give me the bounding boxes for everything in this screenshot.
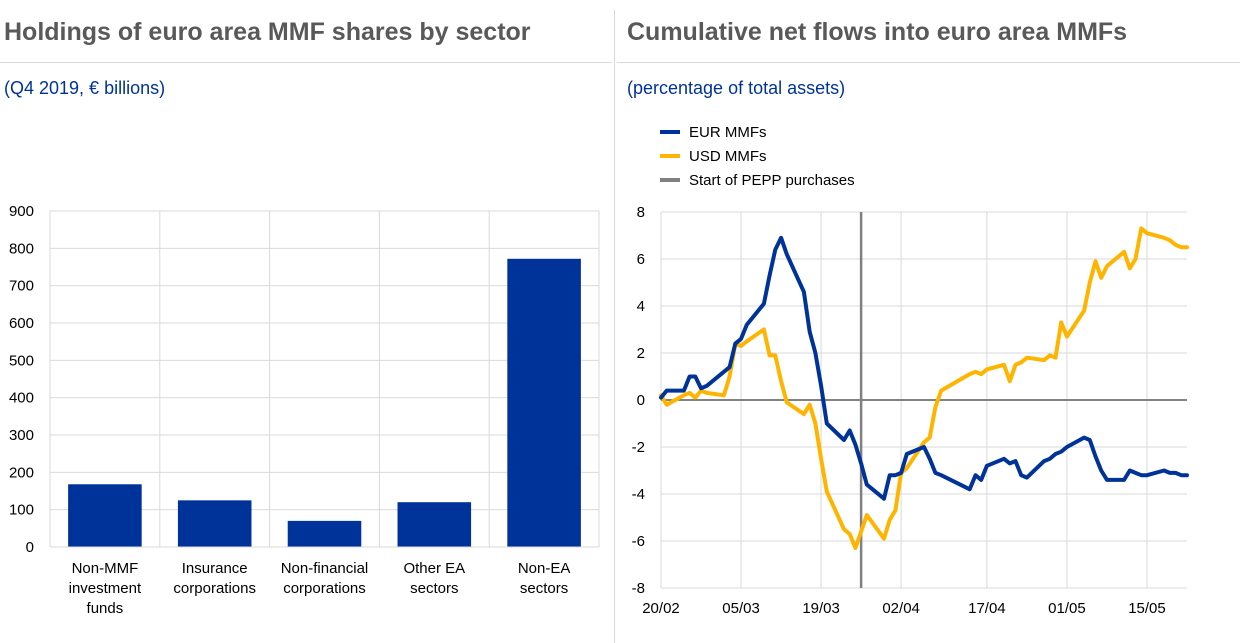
bar-0 [68, 484, 142, 547]
line-y-tick-label-0: -8 [632, 580, 645, 597]
line-y-tick-label-7: 6 [637, 251, 645, 268]
bar-2 [287, 520, 362, 547]
line-y-tick-label-4: 0 [637, 392, 645, 409]
bar-chart: 0 100 200 300 400 500 600 700 800 900 Non-MMF inves… [9, 203, 600, 617]
bar-y-tick-label-6: 600 [9, 315, 34, 332]
usd-mmfsline [659, 226, 1189, 550]
line-x-tick-label-0: 20/02 [642, 600, 680, 617]
bar-x-tick-label-3: Other EA sectors [403, 560, 465, 597]
line-x-tick-label-6: 15/05 [1128, 600, 1166, 617]
bar-4 [507, 258, 581, 547]
line-x-tick-label-2: 19/03 [802, 600, 840, 617]
left-chart-subtitle: (Q4 2019, € billions) [4, 78, 166, 98]
line-x-tick-label-1: 05/03 [722, 600, 760, 617]
bar-y-tick-label-9: 900 [9, 203, 34, 220]
bar-y-tick-label-8: 800 [9, 240, 34, 257]
line-y-tick-label-2: -4 [632, 486, 645, 503]
bar-x-tick-label-4: Non-EA sectors [518, 560, 571, 597]
bar-y-tick-label-2: 200 [9, 464, 34, 481]
left-chart-title: Holdings of euro area MMF shares by sect… [4, 18, 531, 46]
line-x-tick-label-4: 17/04 [968, 600, 1006, 617]
legend-label-1: USD MMFs [689, 148, 767, 165]
line-y-tick-label-3: -2 [632, 439, 645, 456]
line-y-tick-label-8: 8 [637, 204, 645, 221]
bar-y-tick-label-4: 400 [9, 390, 34, 407]
line-y-tick-label-5: 2 [637, 345, 645, 362]
right-chart-subtitle: (percentage of total assets) [627, 78, 846, 98]
left-title-rule [0, 62, 612, 63]
bar-1 [177, 500, 252, 547]
line-y-tick-label-6: 4 [637, 298, 645, 315]
panel-divider [614, 10, 615, 643]
legend-label-0: EUR MMFs [689, 124, 767, 141]
bar-x-tick-label-0: Non-MMF investment funds [69, 560, 142, 617]
bar-x-tick-label-1: Insurance corporations [173, 560, 256, 597]
bar-y-tick-label-1: 100 [9, 502, 34, 519]
bar-3 [397, 502, 472, 547]
line-y-tick-label-1: -6 [632, 533, 645, 550]
line-x-tick-label-3: 02/04 [882, 600, 920, 617]
legend-label-2: Start of PEPP purchases [689, 172, 855, 189]
right-title-rule [617, 62, 1240, 63]
bar-y-tick-label-5: 500 [9, 352, 34, 369]
bar-y-tick-label-7: 700 [9, 278, 34, 295]
bar-y-tick-label-0: 0 [26, 539, 34, 556]
bar-y-tick-label-3: 300 [9, 427, 34, 444]
eur-mmfsline [659, 235, 1189, 501]
right-chart-title: Cumulative net flows into euro area MMFs [627, 18, 1128, 46]
bar-x-tick-label-2: Non-financial corporations [281, 560, 369, 597]
line-x-tick-label-5: 01/05 [1048, 600, 1086, 617]
